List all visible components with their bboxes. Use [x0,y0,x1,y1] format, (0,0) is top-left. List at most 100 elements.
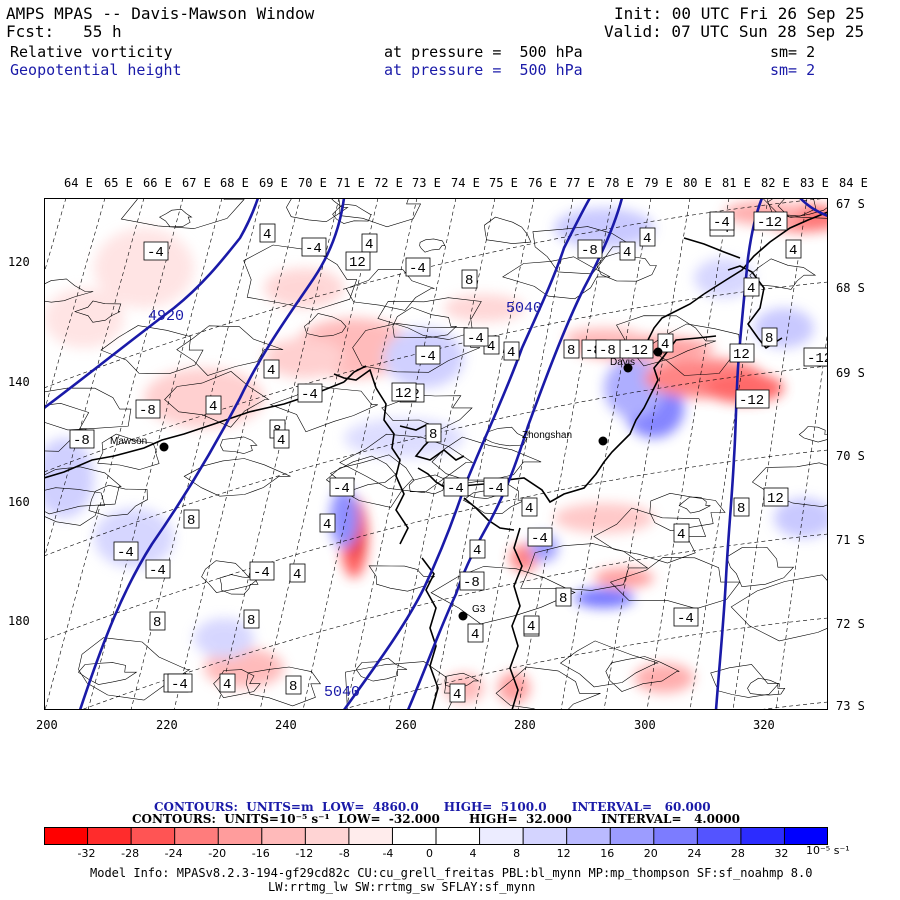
svg-text:-4: -4 [487,481,504,497]
colorbar-swatch [740,827,785,845]
svg-text:12: 12 [395,386,412,402]
vorticity-blob [144,368,264,428]
vorticity-label: 4 [449,683,466,703]
vorticity-blob [498,672,530,704]
vorticity-blob [574,588,634,608]
vorticity-blob [44,438,94,518]
lat-label: 70 S [836,449,865,463]
vorticity-label: -8 [69,429,95,449]
lon-label: 75 E [489,176,518,190]
colorbar-swatch [697,827,742,845]
station-davis: Davis [610,357,635,368]
field1-level: at pressure = 500 hPa [384,43,583,61]
lat-label: 69 S [836,366,865,380]
colorbar-tick: 28 [730,847,745,860]
vorticity-map: -4 4 -4 4 -4 8 -8 4 4 -4 -8 8 -4 12 -12 4 8 12 -4 4 -4 8 -8 -8 1… [44,198,828,710]
colorbar-swatch [218,827,263,845]
colorbar-tick: 0 [426,847,433,860]
lon-label: 79 E [644,176,673,190]
height-label-5040-south: 5040 [324,684,360,701]
lon-label: 78 E [605,176,634,190]
svg-text:-8: -8 [581,243,598,259]
grid-x-label: 220 [156,718,178,732]
grid-y-label: 160 [8,495,30,509]
lon-label: 67 E [182,176,211,190]
svg-text:4: 4 [223,677,231,693]
svg-text:4: 4 [643,231,651,247]
svg-text:-4: -4 [301,387,318,403]
svg-text:4: 4 [677,527,685,543]
svg-text:-4: -4 [305,241,322,257]
svg-text:4: 4 [747,281,755,297]
lon-label: 66 E [143,176,172,190]
grid-y-label: 120 [8,255,30,269]
vorticity-contours [44,198,828,710]
svg-text:-8: -8 [139,403,156,419]
svg-text:4: 4 [365,237,373,253]
vorticity-label: -4 [301,237,327,257]
svg-text:4: 4 [473,543,481,559]
svg-text:4: 4 [263,227,271,243]
svg-text:-4: -4 [531,531,548,547]
vorticity-label: 8 [149,611,166,631]
colorbar-tick: 20 [643,847,658,860]
svg-text:8: 8 [289,679,297,695]
vorticity-label: -4 [329,477,355,497]
lon-label: 84 E [839,176,868,190]
forecast-hour: Fcst: 55 h [6,22,122,41]
vorticity-blob [554,503,654,533]
geopotential-height-contours [44,198,828,710]
vorticity-label: -4 [709,211,735,231]
colorbar-tick: -28 [121,847,140,860]
vorticity-label: 4 [259,223,276,243]
vorticity-blob [330,488,358,548]
model-physics: LW:rrtmg_lw SW:rrtmg_sw SFLAY:sf_mynn [268,880,536,894]
vorticity-blob [264,268,344,308]
mawson-marker-icon [159,442,169,452]
colorbar-swatch [392,827,437,845]
height-label-5040-north: 5040 [506,300,542,317]
vorticity-label: -8 [459,571,485,591]
svg-text:-12: -12 [739,393,764,409]
vorticity-label: -4 [297,383,323,403]
grid-x-label: 240 [275,718,297,732]
svg-text:8: 8 [465,273,473,289]
g3-marker-icon [458,611,468,621]
colorbar-swatch [261,827,306,845]
vorticity-label: 12 [729,343,755,363]
vorticity-label: -4 [145,559,171,579]
svg-text:8: 8 [187,513,195,529]
lon-label: 76 E [528,176,557,190]
colorbar-tick: -32 [77,847,96,860]
lon-label: 74 E [451,176,480,190]
lon-label: 77 E [566,176,595,190]
svg-text:4: 4 [277,433,285,449]
svg-text:-4: -4 [467,331,484,347]
svg-text:8: 8 [765,331,773,347]
vorticity-label: 12 [763,487,789,507]
vorticity-label: -12 [735,389,770,409]
colorbar-tick: 24 [687,847,702,860]
svg-text:8: 8 [153,615,161,631]
vorticity-shading [44,201,828,704]
svg-text:4: 4 [525,501,533,517]
colorbar-swatch [87,827,132,845]
vorticity-label: 4 [361,233,378,253]
grid-y-label: 140 [8,375,30,389]
vorticity-label: -12 [803,347,828,367]
vorticity-label: 8 [243,609,260,629]
colorbar-tick: -20 [208,847,227,860]
colorbar-tick: 4 [469,847,477,860]
lon-label: 80 E [683,176,712,190]
colorbar-swatch [523,827,568,845]
vorticity-label: 4 [205,395,222,415]
grid-x-label: 200 [36,718,58,732]
svg-text:-4: -4 [333,481,350,497]
svg-text:-12: -12 [757,215,782,231]
vorticity-blob [444,294,524,322]
svg-text:8: 8 [737,501,745,517]
colorbar-tick: -24 [164,847,183,860]
svg-text:-4: -4 [409,261,426,277]
svg-text:-4: -4 [253,565,270,581]
grid-x-label: 260 [395,718,417,732]
